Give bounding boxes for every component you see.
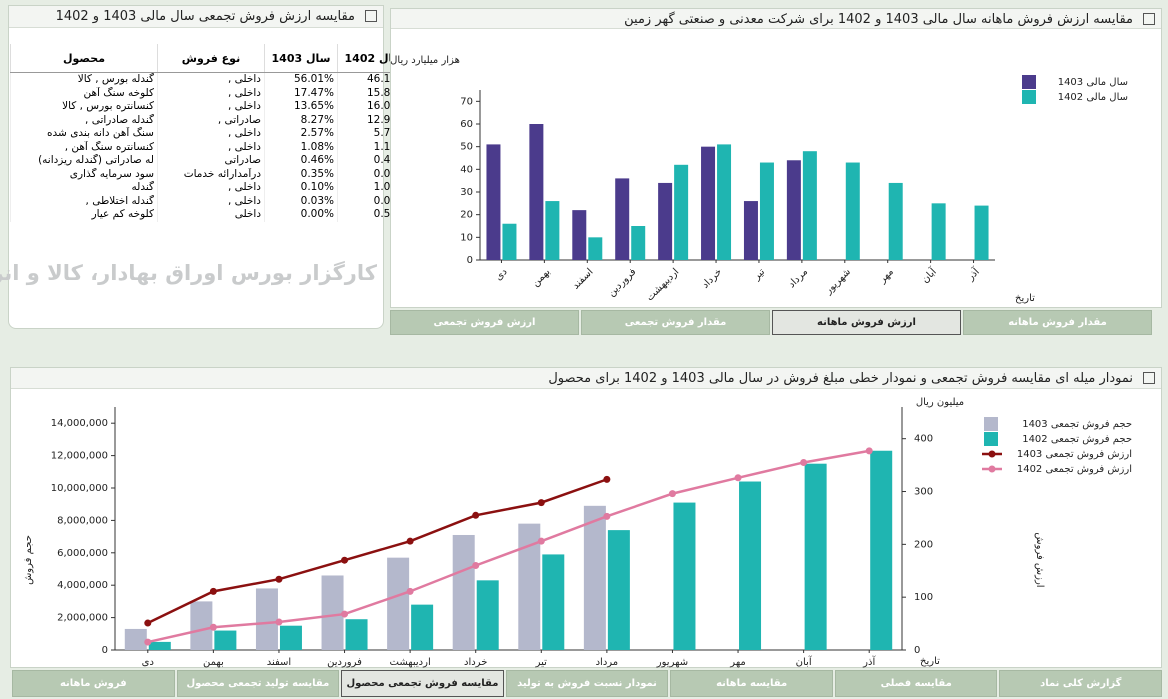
watermark: کارگزار بورس اوراق بهادار، کالا و انرژی	[0, 261, 377, 285]
table-cell: 0.03%	[264, 194, 338, 208]
title-text: مقایسه ارزش فروش تجمعی سال مالی 1403 و 1…	[55, 9, 355, 24]
tab[interactable]: مقدار فروش تجمعی	[581, 310, 770, 335]
table-cell: داخلی ,	[157, 181, 265, 195]
table-row: گندله اختلاطی ,داخلی ,0.03%0.00%	[10, 194, 410, 208]
table-row: گندله صادراتی , صادراتی , 8.27% 12.93%	[10, 113, 410, 127]
tab[interactable]: گزارش کلی نماد	[999, 670, 1163, 697]
table-row: کلوخه سنگ آهن داخلی , 17.47% 15.89%	[10, 86, 410, 100]
table-cell: 13.65%	[264, 100, 338, 114]
table-row: له صادراتی (گندله ریزدانه)صادراتی0.46%0.…	[10, 154, 410, 168]
table-cell: له صادراتی (گندله ریزدانه)	[10, 154, 158, 168]
cumulative-panel: نمودار میله ای مقایسه فروش تجمعی و نمودا…	[10, 367, 1162, 668]
table-cell: 0.10%	[264, 181, 338, 195]
tab[interactable]: فروش ماهانه	[12, 670, 175, 697]
tab[interactable]: مقایسه ماهانه	[670, 670, 833, 697]
table-cell: 8.27%	[264, 113, 338, 127]
table-cell: داخلی ,	[157, 194, 265, 208]
tab[interactable]: مقایسه فصلی	[834, 670, 998, 697]
table-cell: داخلی ,	[157, 127, 265, 141]
table-cell: کلوخه کم عیار	[10, 208, 158, 222]
tab[interactable]: ارزش فروش تجمعی	[390, 310, 579, 335]
monthly-panel: مقایسه ارزش فروش ماهانه سال مالی 1403 و …	[390, 8, 1162, 308]
tab-bar: فروش ماهانه مقایسه تولید تجمعی محصول مقایس…	[12, 670, 1163, 697]
table-cell: کنسانتره سنگ آهن ,	[10, 140, 158, 154]
table-cell: داخلی ,	[157, 86, 265, 100]
table-cell: سنگ آهن دانه بندی شده	[10, 127, 158, 141]
tab[interactable]: ارزش فروش ماهانه	[772, 310, 961, 335]
table-cell: درآمدارائه خدمات	[157, 167, 265, 181]
table-cell: 56.01%	[264, 72, 338, 87]
table-cell: کنسانتره بورس , کالا	[10, 100, 158, 114]
table-cell: 1.08%	[264, 140, 338, 154]
column-header: محصول	[10, 44, 158, 73]
column-header: نوع فروش	[157, 44, 265, 73]
table-cell: گندله بورس , کالا	[10, 72, 158, 87]
table-cell: گندله	[10, 181, 158, 195]
table-cell: داخلی ,	[157, 100, 265, 114]
table-cell: گندله صادراتی ,	[10, 113, 158, 127]
table-cell: داخلی ,	[157, 72, 265, 87]
table-cell: کلوخه سنگ آهن	[10, 86, 158, 100]
table-cell: 2.57%	[264, 127, 338, 141]
panel-title: مقایسه ارزش فروش ماهانه سال مالی 1403 و …	[391, 9, 1161, 29]
panel-title: مقایسه ارزش فروش تجمعی سال مالی 1403 و 1…	[9, 6, 383, 28]
table-cell: داخلی	[157, 208, 265, 222]
title-text: مقایسه ارزش فروش ماهانه سال مالی 1403 و …	[624, 12, 1133, 27]
panel-title: نمودار میله ای مقایسه فروش تجمعی و نمودا…	[11, 368, 1161, 389]
tab-bar: ارزش فروش تجمعی مقدار فروش تجمعی ارزش فروش…	[390, 310, 1152, 335]
column-header: سال 1403	[264, 44, 338, 73]
tab[interactable]: مقایسه فروش تجمعی محصول	[341, 670, 504, 697]
tab[interactable]: مقدار فروش ماهانه	[963, 310, 1152, 335]
table-row: کنسانتره سنگ آهن ,داخلی ,1.08%1.12%	[10, 140, 410, 154]
table-cell: صادراتی ,	[157, 113, 265, 127]
table-cell: صادراتی	[157, 154, 265, 168]
table-cell: سود سرمایه گذاری	[10, 167, 158, 181]
table-row: کنسانتره بورس , کالا داخلی , 13.65% 16.07%	[10, 100, 410, 114]
table-cell: 0.46%	[264, 154, 338, 168]
tab[interactable]: نمودار نسبت فروش به تولید	[505, 670, 669, 697]
table-cell: 0.35%	[264, 167, 338, 181]
title-text: نمودار میله ای مقایسه فروش تجمعی و نمودا…	[548, 371, 1133, 386]
table-cell: داخلی ,	[157, 140, 265, 154]
table-cell: 17.47%	[264, 86, 338, 100]
table-cell: گندله اختلاطی ,	[10, 194, 158, 208]
table-row: گندله بورس , کالا داخلی , 56.01% 46.12%	[10, 72, 410, 87]
table-cell: 0.00%	[264, 208, 338, 222]
tab[interactable]: مقایسه تولید تجمعی محصول	[176, 670, 340, 697]
